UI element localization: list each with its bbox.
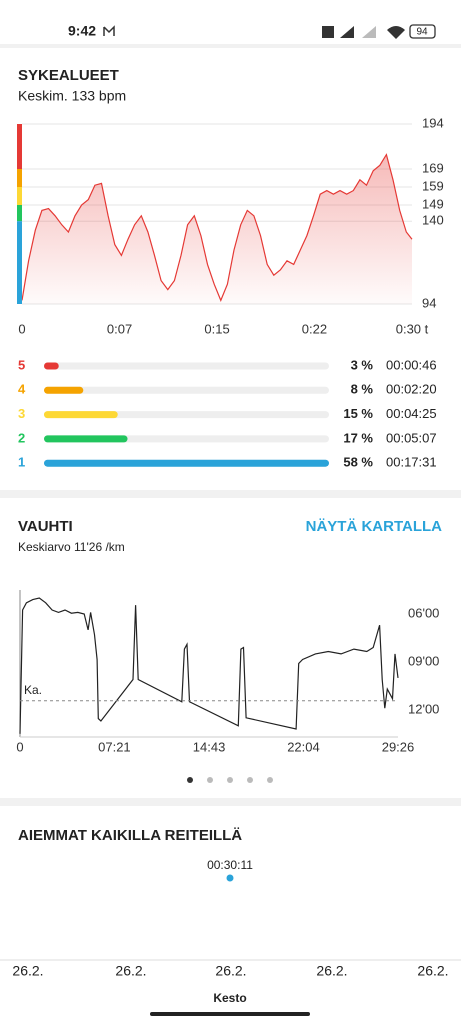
card-subtitle: Keskim. 133 bpm xyxy=(18,88,126,104)
zone-band xyxy=(17,205,22,222)
history-point xyxy=(226,874,234,882)
card-subtitle: Keskiarvo 11'26 /km xyxy=(18,540,125,554)
page-dot[interactable] xyxy=(187,777,193,783)
zone-bar xyxy=(44,386,84,394)
zone-duration: 00:00:46 xyxy=(386,357,437,372)
point-label: 00:30:11 xyxy=(207,858,253,872)
zone-name: 1 xyxy=(18,455,25,470)
area xyxy=(22,154,412,304)
x-tick-label: 0:30 t xyxy=(396,321,429,336)
zone-duration: 00:02:20 xyxy=(386,382,437,397)
x-tick-label: 22:04 xyxy=(287,739,320,754)
page-dot[interactable] xyxy=(207,777,213,783)
x-tick-label: 26.2. xyxy=(115,963,146,979)
battery-level: 94 xyxy=(416,27,428,38)
wifi-icon xyxy=(387,26,405,39)
x-tick-label: 0:15 xyxy=(204,321,229,336)
zone-bar xyxy=(44,362,59,370)
average-label: Ka. xyxy=(24,683,42,697)
zone-band xyxy=(17,221,22,304)
signal-icon xyxy=(362,26,376,38)
zone-duration: 00:17:31 xyxy=(386,455,437,470)
x-tick-label: 07:21 xyxy=(98,739,131,754)
zone-track xyxy=(44,362,329,370)
zone-percent: 3 % xyxy=(351,357,374,372)
zone-band xyxy=(17,187,22,205)
zone-bar xyxy=(44,435,128,443)
x-tick-label: 0:22 xyxy=(302,321,327,336)
y-tick-label: 12'00 xyxy=(408,701,439,716)
mail-icon xyxy=(103,25,115,36)
signal-icon xyxy=(340,26,354,38)
x-axis-label: Kesto xyxy=(213,991,246,1005)
card-title: SYKEALUEET xyxy=(18,67,119,84)
x-tick-label: 26.2. xyxy=(12,963,43,979)
x-tick-label: 0 xyxy=(16,739,23,754)
y-tick-label: 140 xyxy=(422,213,444,228)
y-tick-label: 169 xyxy=(422,160,444,175)
y-tick-label: 159 xyxy=(422,178,444,193)
zone-percent: 8 % xyxy=(351,382,374,397)
home-indicator xyxy=(150,1012,310,1016)
status-time: 9:42 xyxy=(68,23,96,39)
line xyxy=(19,597,399,734)
y-tick-label: 09'00 xyxy=(408,653,439,668)
status-bar xyxy=(0,0,461,44)
x-tick-label: 26.2. xyxy=(417,963,448,979)
volte-icon xyxy=(322,26,334,38)
zone-percent: 58 % xyxy=(343,455,373,470)
x-tick-label: 0 xyxy=(18,321,25,336)
page-dot[interactable] xyxy=(267,777,273,783)
page-dot[interactable] xyxy=(247,777,253,783)
y-tick-label: 06'00 xyxy=(408,605,439,620)
x-tick-label: 29:26 xyxy=(382,739,415,754)
pace-card xyxy=(0,498,461,798)
zone-name: 2 xyxy=(18,430,25,445)
zone-band xyxy=(17,124,22,169)
x-tick-label: 14:43 xyxy=(193,739,226,754)
card-title: VAUHTI xyxy=(18,518,73,535)
page-dot[interactable] xyxy=(227,777,233,783)
history-card xyxy=(0,806,461,1024)
line xyxy=(21,153,413,302)
map-link[interactable]: NÄYTÄ KARTALLA xyxy=(306,518,443,535)
card-title: AIEMMAT KAIKILLA REITEILLÄ xyxy=(18,827,242,844)
battery-icon xyxy=(409,24,436,39)
x-tick-label: 26.2. xyxy=(215,963,246,979)
zone-duration: 00:05:07 xyxy=(386,430,437,445)
zone-bar xyxy=(44,411,118,419)
y-tick-label: 149 xyxy=(422,196,444,211)
x-tick-label: 26.2. xyxy=(316,963,347,979)
zone-track xyxy=(44,386,329,394)
zone-name: 4 xyxy=(18,382,26,397)
y-tick-label: 94 xyxy=(422,295,436,310)
zone-name: 3 xyxy=(18,406,25,421)
zone-band xyxy=(17,169,22,187)
zone-percent: 15 % xyxy=(343,406,373,421)
zone-bar xyxy=(44,459,329,467)
y-tick-label: 194 xyxy=(422,115,444,130)
x-tick-label: 0:07 xyxy=(107,321,132,336)
zone-name: 5 xyxy=(18,357,25,372)
zone-percent: 17 % xyxy=(343,430,373,445)
zone-duration: 00:04:25 xyxy=(386,406,437,421)
